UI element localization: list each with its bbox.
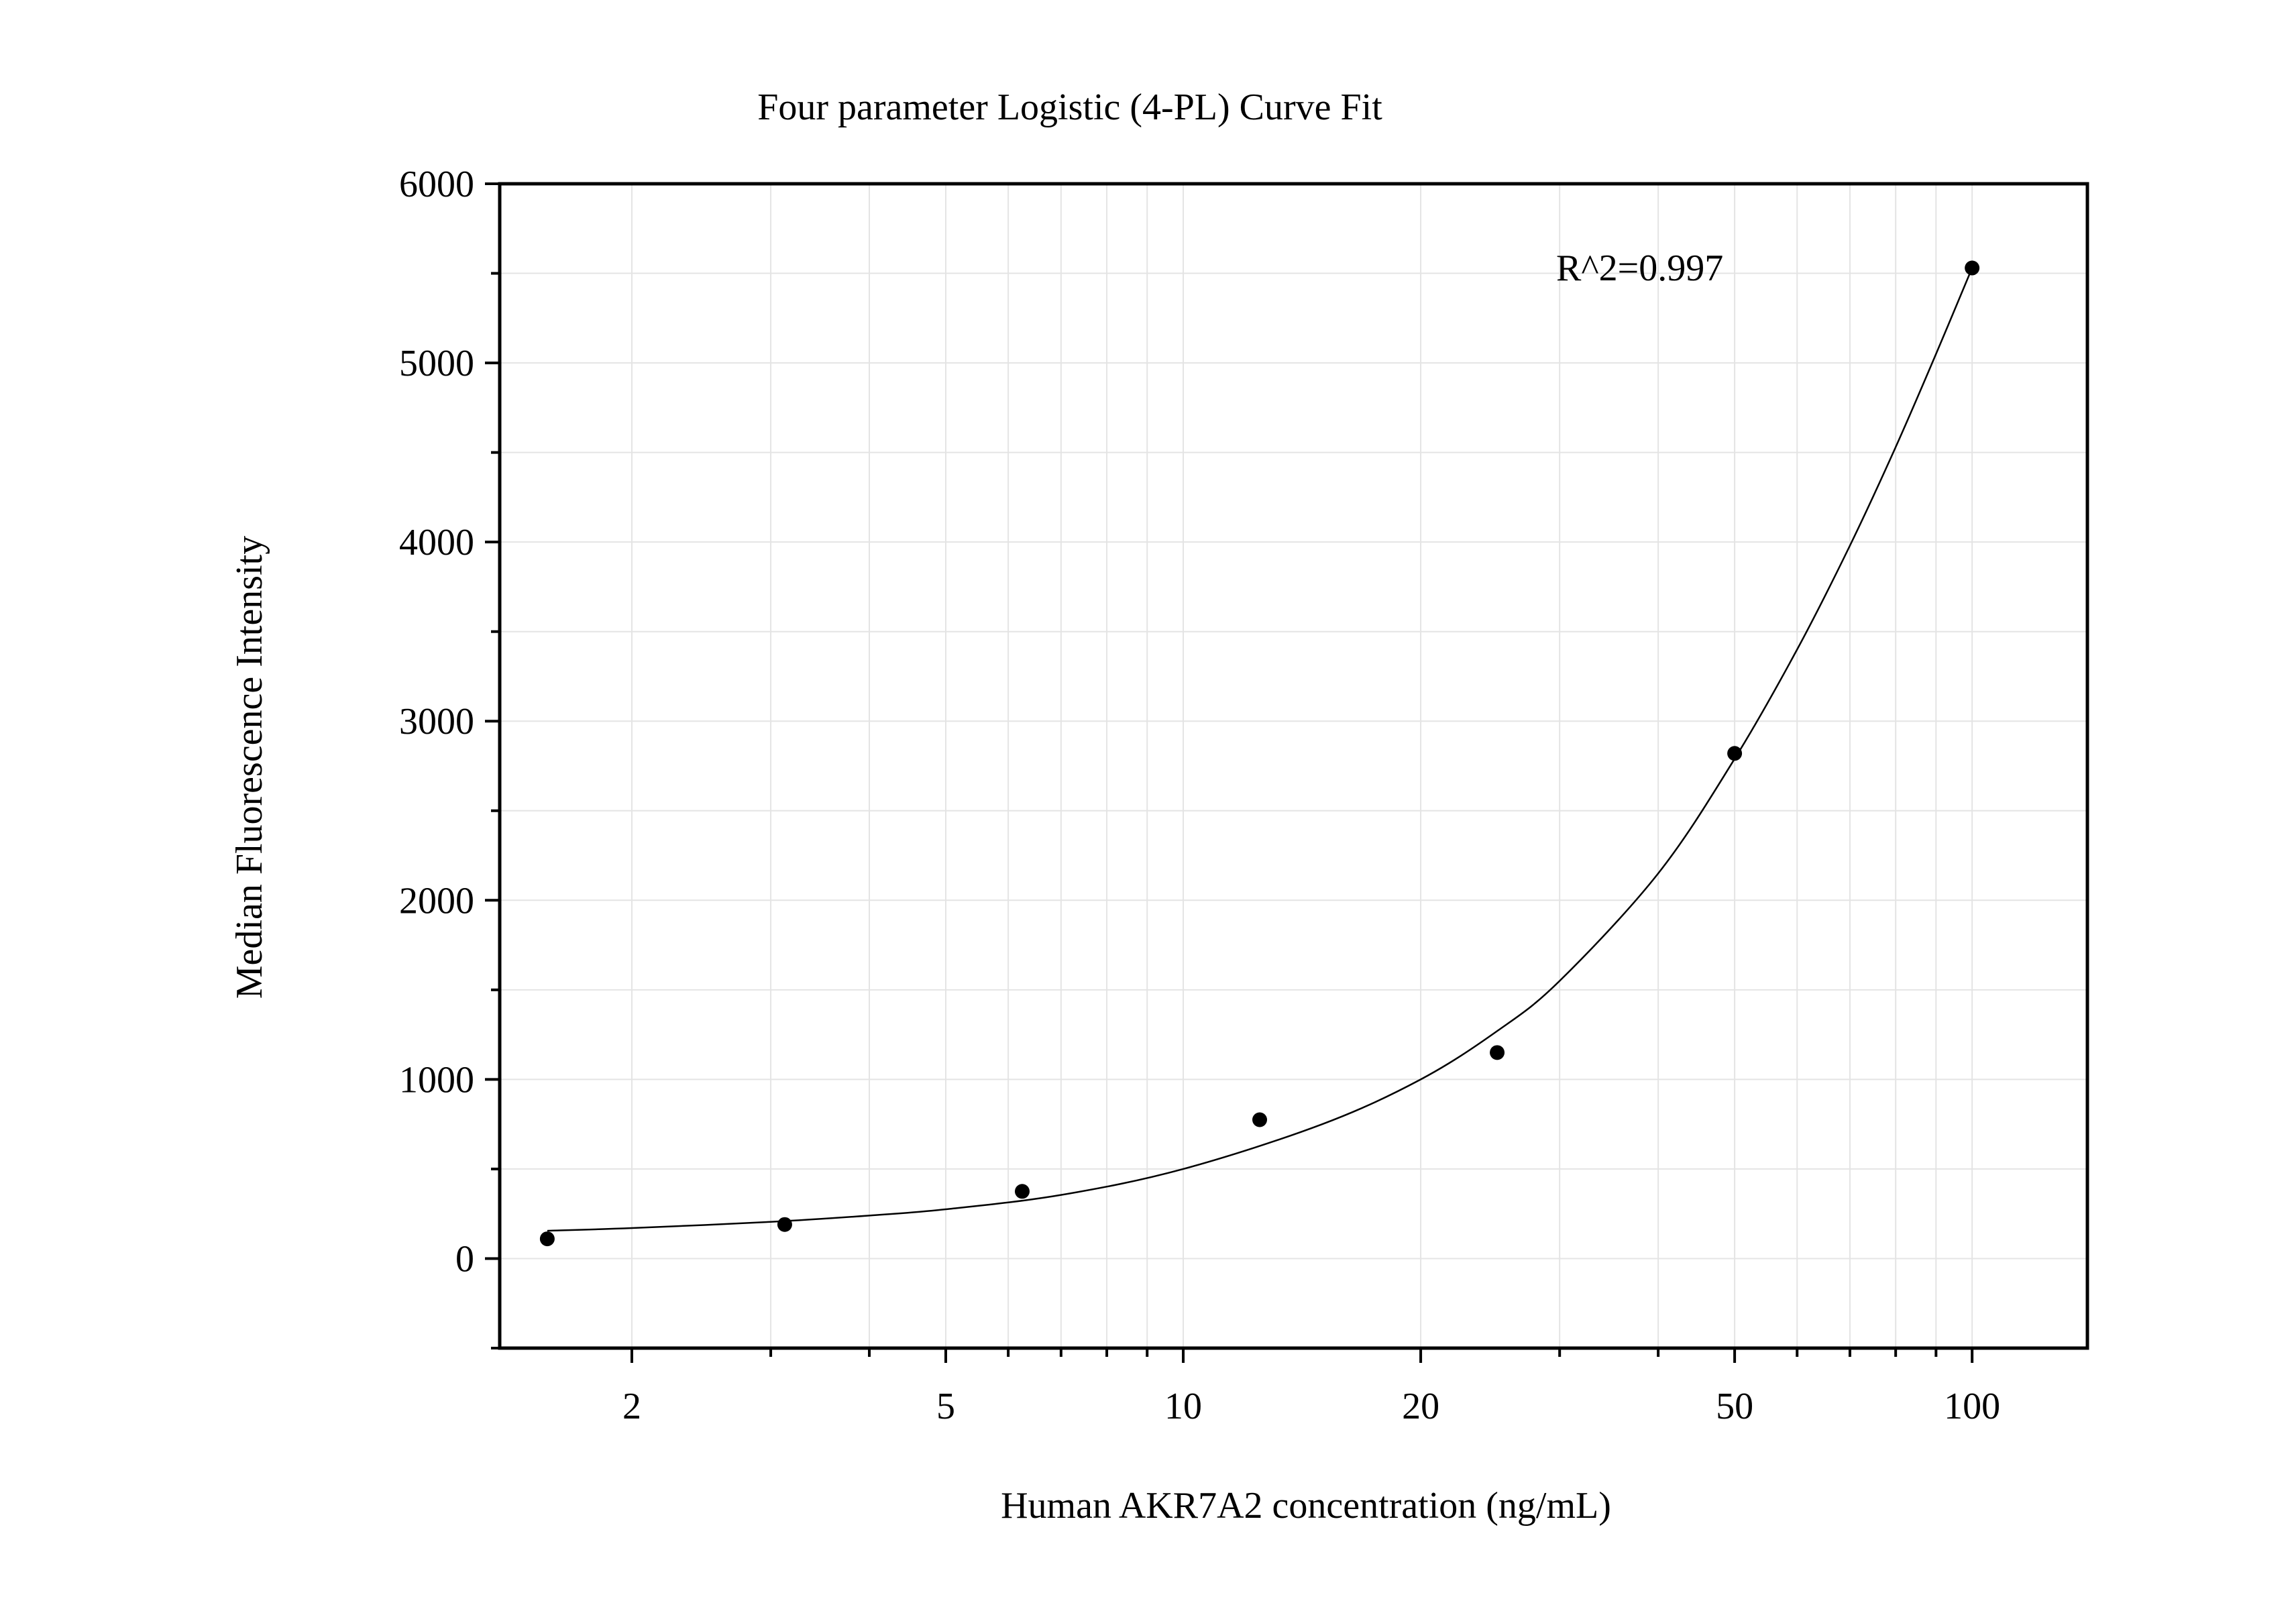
grid-layer [500, 183, 2087, 1349]
plot-border [498, 182, 2089, 1350]
data-point [1727, 746, 1743, 761]
x-axis-label: Human AKR7A2 concentration (ng/mL) [1001, 1485, 1611, 1527]
x-tick-label: 2 [622, 1386, 641, 1427]
data-point [1014, 1184, 1030, 1199]
data-point [1252, 1112, 1268, 1127]
y-axis-label: Median Fluorescence Intensity [229, 536, 270, 999]
y-tick-label: 3000 [399, 701, 474, 742]
y-tick-label: 1000 [399, 1059, 474, 1101]
data-point [777, 1217, 792, 1232]
x-tick-label: 100 [1944, 1386, 2000, 1427]
y-tick-label: 4000 [399, 522, 474, 563]
chart-title: Four parameter Logistic (4-PL) Curve Fit [757, 87, 1382, 128]
fit-curve-layer [547, 268, 1973, 1232]
x-tick-label: 50 [1716, 1386, 1753, 1427]
data-point [1490, 1045, 1505, 1060]
fit-curve [547, 268, 1973, 1232]
y-tick-label: 6000 [399, 164, 474, 205]
data-points-layer [539, 260, 1980, 1247]
x-tick-label: 20 [1402, 1386, 1439, 1427]
r-squared-annotation: R^2=0.997 [1556, 247, 1723, 289]
data-point [1965, 260, 1980, 276]
y-tick-label: 5000 [399, 343, 474, 384]
x-tick-label: 10 [1164, 1386, 1202, 1427]
x-tick-label: 5 [936, 1386, 955, 1427]
data-point [539, 1231, 555, 1247]
plot-frame [498, 182, 2089, 1350]
y-tick-label: 2000 [399, 880, 474, 922]
y-tick-label: 0 [455, 1238, 474, 1280]
